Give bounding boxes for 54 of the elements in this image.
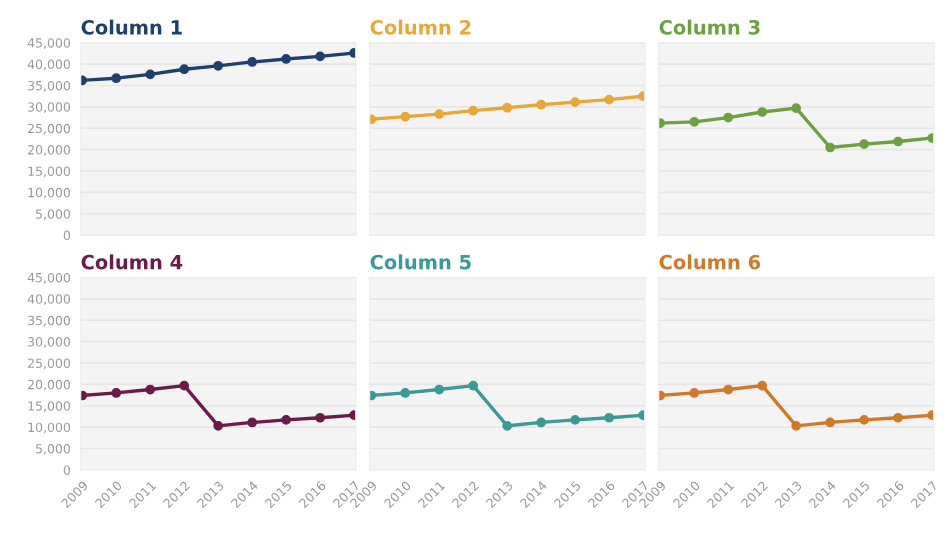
point — [179, 380, 190, 391]
point — [434, 109, 445, 119]
point — [281, 415, 292, 425]
point — [859, 415, 869, 425]
point — [468, 380, 479, 391]
chart-title: Column 4 — [81, 254, 183, 270]
point — [247, 417, 258, 428]
point — [400, 111, 411, 122]
point — [658, 118, 666, 128]
point — [247, 57, 258, 67]
chart-title: Column 6 — [659, 254, 761, 270]
point — [80, 390, 88, 401]
point — [315, 51, 325, 62]
point — [369, 390, 377, 401]
point — [658, 390, 666, 401]
chart-title: Column 2 — [370, 19, 471, 35]
point — [213, 421, 224, 431]
point — [825, 142, 836, 153]
point — [757, 380, 768, 391]
point — [536, 99, 547, 110]
point — [723, 384, 734, 395]
point — [502, 421, 513, 431]
point — [434, 384, 445, 395]
point — [281, 54, 292, 64]
point — [213, 60, 224, 71]
point — [893, 136, 903, 147]
point — [723, 112, 734, 123]
point — [859, 139, 869, 149]
point — [757, 107, 768, 117]
chart-title: Column 3 — [659, 19, 760, 35]
point — [315, 412, 325, 423]
point — [369, 114, 377, 125]
chart-title: Column 5 — [370, 254, 471, 270]
point — [400, 388, 411, 398]
point — [145, 384, 156, 395]
chart-title: Column 1 — [81, 19, 182, 35]
point — [825, 417, 836, 428]
point — [604, 412, 614, 423]
point — [111, 73, 122, 84]
point — [468, 105, 479, 116]
point — [791, 103, 802, 114]
point — [111, 388, 122, 398]
point — [179, 64, 190, 75]
point — [893, 412, 903, 423]
point — [570, 415, 580, 425]
point — [145, 69, 156, 80]
point — [536, 417, 547, 428]
point — [80, 75, 88, 86]
point — [689, 116, 700, 127]
point — [689, 388, 700, 398]
point — [604, 94, 614, 105]
point — [791, 421, 802, 431]
point — [502, 102, 513, 113]
point — [570, 97, 580, 108]
